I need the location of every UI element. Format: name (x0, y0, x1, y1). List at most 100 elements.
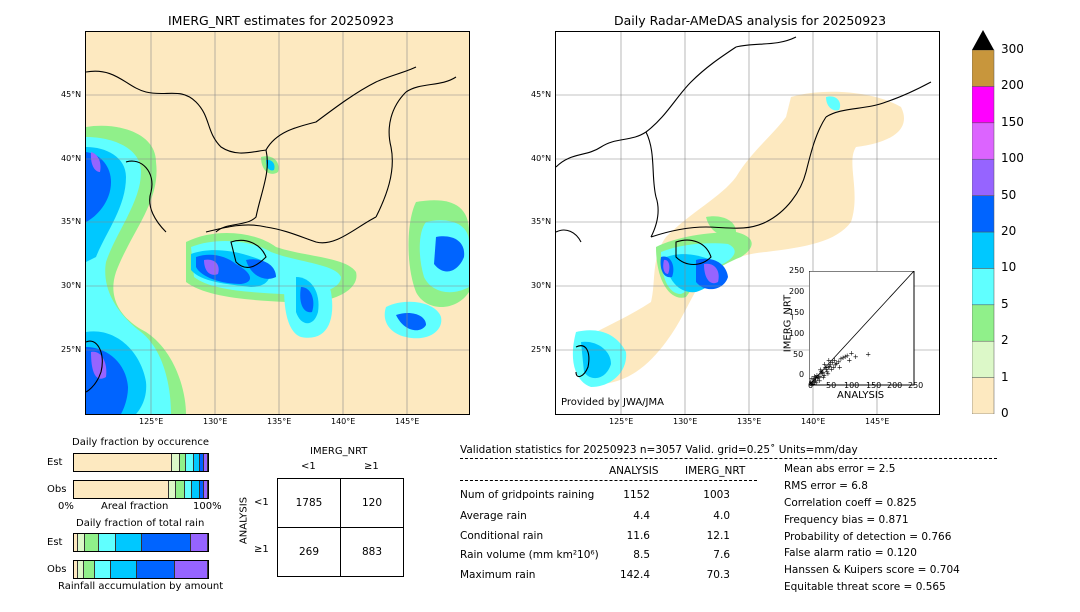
bar-segment (175, 561, 208, 578)
stats-col-analysis: ANALYSIS (609, 465, 659, 477)
scatter-point: + (815, 375, 821, 383)
scatter-point: + (820, 373, 826, 381)
score-line: Correlation coeff = 0.825 (784, 497, 917, 509)
colorbar-extend-triangle (972, 30, 994, 50)
stats-col-rule (460, 480, 757, 481)
total-rain-obs-bar (73, 560, 209, 579)
inset-y-tick-200: 200 (789, 287, 805, 296)
scatter-point: + (821, 371, 827, 379)
bar-segment (77, 561, 84, 578)
scatter-point: + (828, 361, 834, 369)
contingency-cell-d: 883 (340, 527, 404, 577)
scatter-point: + (824, 368, 830, 376)
left-map-title: IMERG_NRT estimates for 20250923 (168, 13, 395, 28)
scatter-point: + (817, 377, 823, 385)
scatter-point: + (823, 366, 829, 374)
right-lon-label-130: 130°E (673, 417, 698, 426)
scatter-point: + (816, 373, 822, 381)
total-rain-obs-label: Obs (47, 564, 67, 575)
bar-segment (190, 534, 208, 551)
left-lat-label-30: 30°N (61, 281, 82, 290)
scatter-point: + (833, 361, 839, 369)
colorbar-label: 20 (1001, 224, 1017, 238)
bar-segment (184, 481, 193, 498)
scatter-point: + (834, 360, 840, 368)
bar-segment (94, 561, 111, 578)
right-lat-label-40: 40°N (531, 154, 552, 163)
right-lon-label-135: 135°E (737, 417, 762, 426)
score-line: False alarm ratio = 0.120 (784, 547, 917, 559)
left-lon-label-130: 130°E (203, 417, 228, 426)
contingency-table: 1785 120 269 883 (277, 478, 404, 577)
stats-row-analysis: 4.4 (633, 510, 650, 522)
bar-segment (192, 481, 200, 498)
colorbar-label: 10 (1001, 260, 1017, 275)
right-map-title: Daily Radar-AMeDAS analysis for 20250923 (614, 13, 887, 28)
radar-credit: Provided by JWA/JMA (561, 397, 664, 408)
bar-segment (83, 561, 95, 578)
occurrence-left-tick: 0% (58, 501, 74, 512)
left-precip-map (86, 32, 469, 414)
scatter-point: + (809, 380, 815, 386)
left-lon-label-140: 140°E (331, 417, 356, 426)
contingency-col-ge: ≥1 (364, 461, 379, 472)
stats-row-imerg: 4.0 (713, 510, 730, 522)
colorbar-segment (971, 340, 995, 378)
occurrence-obs-label: Obs (47, 484, 67, 495)
inset-x-tick-150: 150 (866, 381, 882, 390)
scatter-point: + (818, 368, 824, 376)
colorbar (971, 30, 996, 415)
contingency-cell-a: 1785 (277, 478, 341, 528)
stats-row-label: Average rain (460, 510, 527, 522)
scatter-point: + (825, 370, 831, 378)
stats-row-label: Maximum rain (460, 569, 536, 581)
total-rain-title: Daily fraction of total rain (76, 518, 205, 529)
colorbar-label: 2 (1001, 333, 1009, 348)
contingency-cell-b: 120 (340, 478, 404, 528)
colorbar-label: 5 (1001, 296, 1009, 311)
scatter-point: + (831, 363, 837, 371)
right-map: + + + + + + + + + + + + + + + + + + + + + + + + + + + + + + + + + + + + + + + +… (555, 31, 940, 415)
total-rain-est-label: Est (47, 537, 63, 548)
total-rain-est-bar (73, 533, 209, 552)
scatter-point: + (809, 381, 813, 386)
contingency-row-title: ANALYSIS (238, 496, 250, 545)
scatter-point: + (838, 355, 844, 363)
left-lat-label-35: 35°N (61, 217, 82, 226)
scatter-point: + (811, 376, 817, 384)
colorbar-segment (971, 158, 995, 196)
scatter-point: + (813, 377, 819, 385)
colorbar-label: 100 (1001, 151, 1024, 166)
colorbar-segment (971, 86, 995, 124)
scatter-point: + (865, 350, 871, 358)
bar-segment (116, 534, 143, 551)
stats-row-imerg: 1003 (703, 489, 730, 501)
left-lat-label-25: 25°N (61, 345, 82, 354)
bar-segment (186, 454, 194, 471)
scatter-point: + (822, 363, 828, 371)
stats-row-label: Conditional rain (460, 530, 544, 542)
bar-segment (171, 454, 181, 471)
scatter-point: + (814, 371, 820, 379)
right-lon-label-145: 145°E (865, 417, 890, 426)
inset-x-tick-200: 200 (887, 381, 903, 390)
scatter-point: + (840, 354, 846, 362)
inset-y-tick-100: 100 (789, 329, 805, 338)
score-line: Frequency bias = 0.871 (784, 514, 909, 526)
scatter-point: + (813, 379, 819, 386)
scatter-point: + (849, 350, 855, 358)
colorbar-segment (971, 49, 995, 87)
inset-x-tick-250: 250 (908, 381, 924, 390)
colorbar-label: 200 (1001, 78, 1024, 93)
colorbar-segment (971, 122, 995, 160)
inset-y-label: IMERG_NRT (782, 294, 794, 353)
inset-x-tick-100: 100 (844, 381, 860, 390)
score-line: Hanssen & Kuipers score = 0.704 (784, 564, 960, 576)
right-lat-label-25: 25°N (531, 345, 552, 354)
scatter-point: + (827, 362, 833, 370)
inset-y-tick-250: 250 (789, 266, 805, 275)
bar-segment (111, 561, 138, 578)
contingency-col-title: IMERG_NRT (310, 446, 368, 457)
stats-row-imerg: 70.3 (706, 569, 730, 581)
bar-segment (74, 454, 172, 471)
